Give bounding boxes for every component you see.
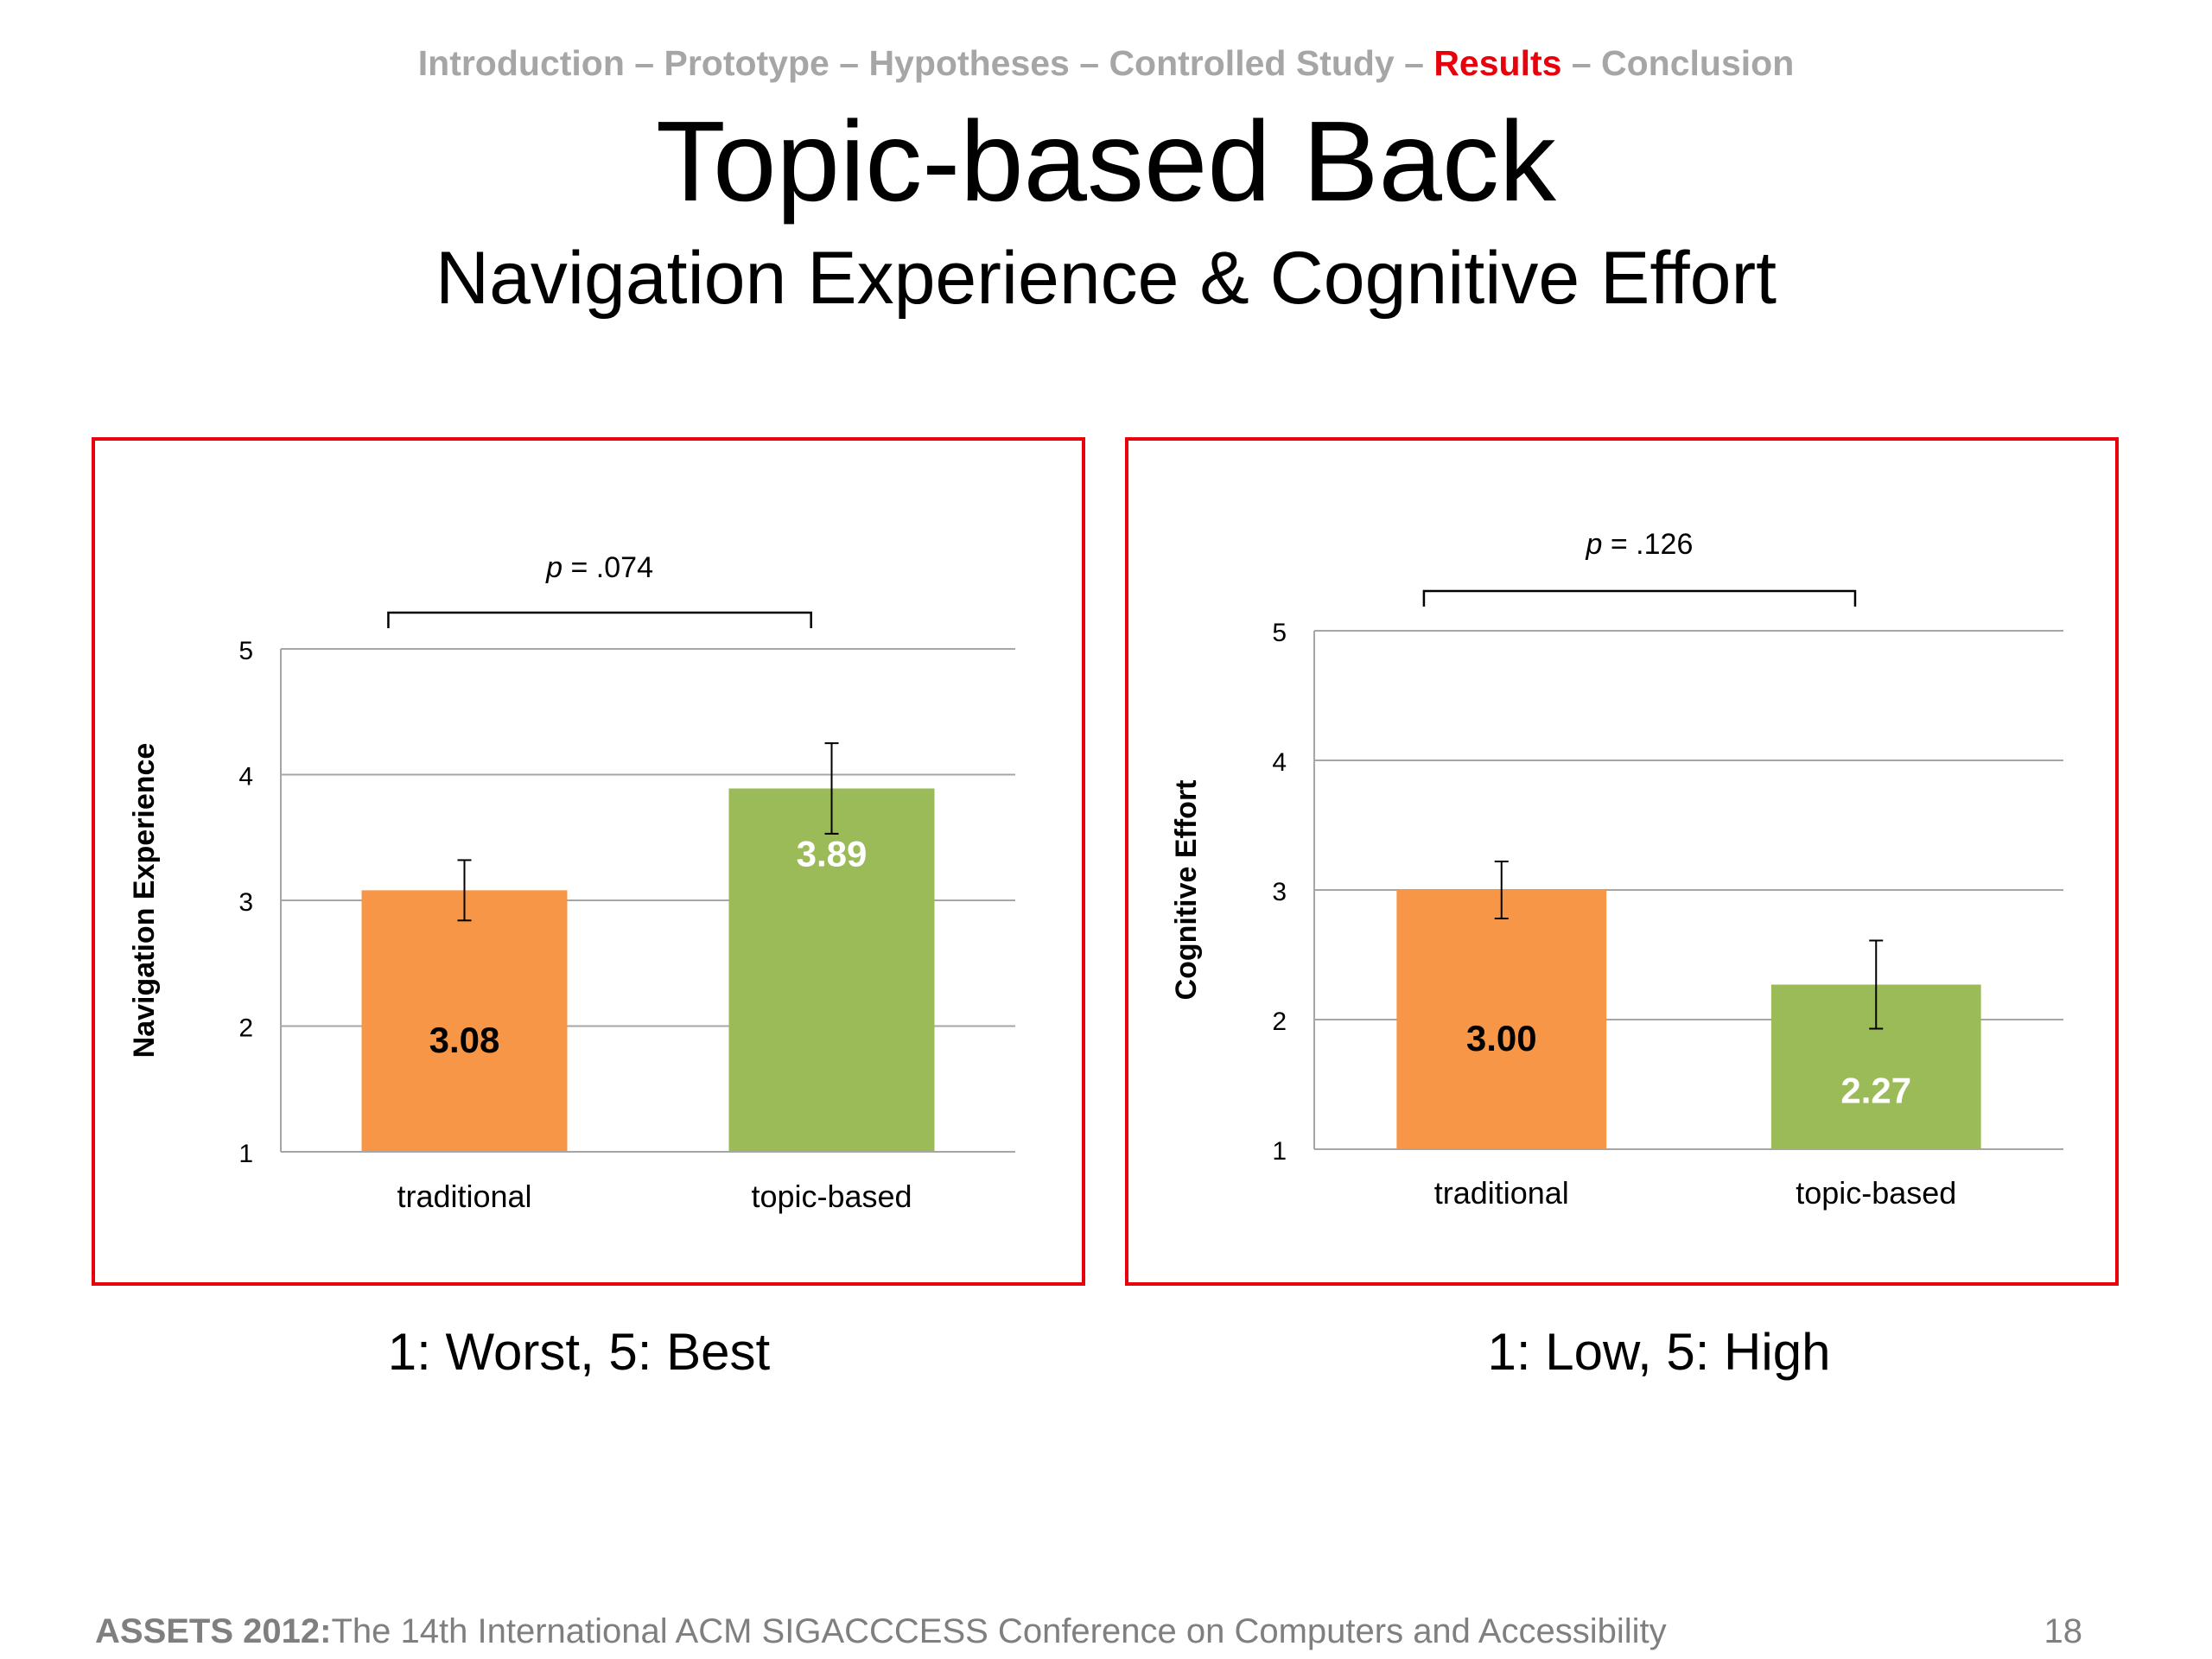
slide-subtitle: Navigation Experience & Cognitive Effort [435,237,1777,320]
x-tick-label: traditional [397,1179,531,1214]
y-tick-label: 4 [1272,748,1287,777]
p-symbol: p [545,551,563,584]
navigation-experience-chart: 1 2 3 4 5 Navigation Experience 3.08 traditiona… [128,551,1015,1214]
y-tick-label: 2 [1272,1007,1287,1036]
breadcrumb-item-introduction: Introduction [417,43,625,83]
page-number: 18 [2044,1612,2083,1650]
breadcrumb-separator: – [1561,43,1602,83]
data-label: 3.08 [429,1020,500,1060]
footer: ASSETS 2012:The 14th International ACM S… [95,1612,1667,1651]
breadcrumb-separator: – [1394,43,1434,83]
significance-annotation: p = .126 [1586,528,1694,561]
y-axis-label: Cognitive Effort [1170,780,1203,1001]
x-tick-label: topic-based [751,1179,912,1214]
footer-description: The 14th International ACM SIGACCCESS Co… [331,1612,1667,1650]
p-symbol: p [1586,528,1603,561]
breadcrumb-item-hypotheses: Hypotheses [868,43,1070,83]
chart-panel-cognitive-effort: 1 2 3 4 5 Cognitive Effort 3.00 traditional 2.27… [1125,437,2119,1286]
bar-traditional [1396,890,1607,1149]
y-tick-label: 5 [1272,619,1287,647]
slide-title: Topic-based Back [656,98,1556,225]
breadcrumb-item-conclusion: Conclusion [1601,43,1795,83]
data-label: 3.00 [1466,1018,1537,1058]
y-tick-label: 1 [238,1140,253,1168]
significance-bracket [387,611,812,628]
data-label: 3.89 [797,834,868,874]
breadcrumb-item-results: Results [1433,43,1562,83]
chart-panel-navigation-experience: 1 2 3 4 5 Navigation Experience 3.08 traditiona… [92,437,1085,1286]
bar-topic-based [728,788,935,1152]
y-tick-label: 3 [238,888,253,917]
bar-traditional [361,890,568,1152]
significance-annotation: p = .074 [545,551,653,584]
scale-note-navigation: 1: Worst, 5: Best [387,1323,771,1381]
breadcrumb-separator: – [829,43,869,83]
breadcrumb-separator: – [624,43,664,83]
y-tick-label: 1 [1272,1137,1287,1166]
breadcrumb-separator: – [1069,43,1109,83]
breadcrumb-item-controlled-study: Controlled Study [1109,43,1395,83]
y-axis-label: Navigation Experience [128,743,161,1058]
breadcrumb-item-prototype: Prototype [664,43,830,83]
cognitive-effort-chart: 1 2 3 4 5 Cognitive Effort 3.00 traditional 2.27… [1170,528,2063,1211]
significance-bracket [1422,589,1857,607]
p-value: = .074 [563,551,653,584]
data-label: 2.27 [1840,1071,1911,1111]
scale-note-cognitive: 1: Low, 5: High [1487,1323,1831,1381]
y-tick-label: 5 [238,637,253,665]
y-tick-label: 2 [238,1014,253,1043]
x-tick-label: traditional [1434,1175,1569,1211]
x-tick-label: topic-based [1796,1175,1956,1211]
footer-conference: ASSETS 2012: [95,1612,332,1650]
y-tick-label: 4 [238,763,253,791]
breadcrumb: Introduction – Prototype – Hypotheses – … [0,43,2212,84]
p-value: = .126 [1602,528,1693,561]
y-tick-label: 3 [1272,878,1287,906]
